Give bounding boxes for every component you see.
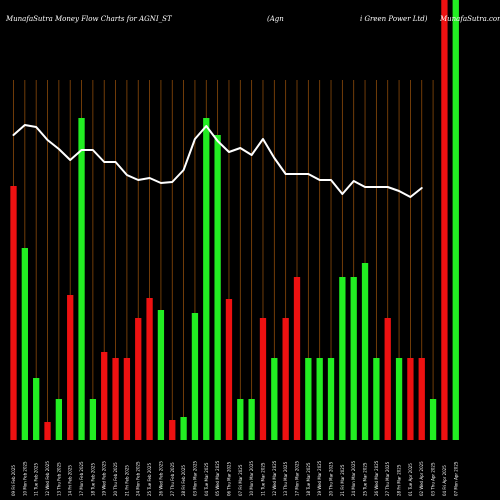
volume-bars xyxy=(10,0,459,440)
x-tick-label: 10 Mon Mar 2025 xyxy=(249,460,254,496)
bar xyxy=(293,277,301,440)
x-tick-label: 01 Tue Apr 2025 xyxy=(408,463,413,496)
x-tick-label: 27 Thu Feb 2025 xyxy=(170,462,175,496)
x-tick-label: 11 Tue Feb 2025 xyxy=(34,463,39,496)
bar xyxy=(157,310,165,440)
bar xyxy=(225,299,233,440)
x-tick-label: 24 Mon Mar 2025 xyxy=(351,460,356,496)
x-tick-label: 21 Fri Feb 2025 xyxy=(124,465,129,496)
x-tick-label: 18 Tue Feb 2025 xyxy=(90,463,95,496)
title-segment-1: MunafaSutra Money Flow Charts for AGNI_S… xyxy=(5,15,173,23)
x-tick-label: 09 Fri Feb 2025 xyxy=(11,465,16,496)
x-tick-label: 04 Tue Mar 2025 xyxy=(204,462,209,496)
title-segment-3: i Green Power Ltd) xyxy=(360,15,428,23)
x-tick-label: 07 Fri Mar 2025 xyxy=(238,464,243,496)
x-tick-label: 21 Fri Mar 2025 xyxy=(340,464,345,496)
bar xyxy=(44,422,51,440)
x-tick-label: 20 Thu Mar 2025 xyxy=(329,461,334,496)
x-tick-label: 03 Thu Apr 2025 xyxy=(431,462,436,496)
x-tick-label: 20 Thu Feb 2025 xyxy=(113,462,118,496)
x-tick-label: 27 Thu Mar 2025 xyxy=(385,461,390,496)
x-tick-label: 14 Fri Feb 2025 xyxy=(68,465,73,496)
bar xyxy=(339,277,346,440)
x-tick-label: 02 Wed Apr 2025 xyxy=(419,461,424,496)
bar xyxy=(78,118,85,440)
x-tick-labels: 09 Fri Feb 2025 10 Mon Feb 2025 11 Tue Feb… xyxy=(11,460,458,496)
bar xyxy=(33,378,40,440)
x-tick-label: 13 Thu Mar 2025 xyxy=(283,461,288,496)
x-tick-label: 17 Mon Mar 2025 xyxy=(295,460,300,496)
x-tick-label: 06 Thu Mar 2025 xyxy=(226,461,231,496)
bar xyxy=(271,358,278,440)
bar xyxy=(441,0,448,440)
x-tick-label: 12 Wed Mar 2025 xyxy=(272,460,277,496)
title-segment-4: MunafaSutra.com xyxy=(439,15,500,23)
bar xyxy=(191,313,199,440)
bar xyxy=(316,358,323,440)
bar xyxy=(305,358,312,440)
x-tick-label: 19 Wed Feb 2025 xyxy=(102,461,107,496)
bar xyxy=(214,135,221,440)
bar xyxy=(169,420,176,440)
bar xyxy=(123,358,131,440)
bar xyxy=(10,186,17,440)
x-tick-label: 28 Fri Mar 2025 xyxy=(397,464,402,496)
bar xyxy=(384,318,391,440)
x-tick-label: 12 Wed Feb 2025 xyxy=(45,461,50,496)
x-tick-label: 17 Mon Feb 2025 xyxy=(79,461,84,496)
x-tick-label: 26 Wed Feb 2025 xyxy=(158,461,163,496)
bar xyxy=(21,248,28,440)
bar xyxy=(89,399,97,440)
bar xyxy=(259,318,267,440)
x-tick-label: 25 Tue Feb 2025 xyxy=(147,463,152,496)
x-tick-label: 25 Tue Mar 2025 xyxy=(363,462,368,496)
x-tick-label: 11 Tue Mar 2025 xyxy=(260,462,265,496)
title-segment-2: (Agn xyxy=(267,15,284,23)
x-tick-label: 13 Thu Feb 2025 xyxy=(56,462,61,496)
bar xyxy=(135,318,142,440)
x-tick-label: 04 Fri Apr 2025 xyxy=(442,465,447,496)
x-tick-label: 28 Fri Feb 2025 xyxy=(181,465,186,496)
bar xyxy=(373,358,380,440)
x-tick-label: 19 Wed Mar 2025 xyxy=(317,460,322,496)
chart-title: MunafaSutra Money Flow Charts for AGNI_S… xyxy=(5,15,500,23)
x-tick-label: 24 Mon Feb 2025 xyxy=(136,461,141,496)
bar xyxy=(112,358,119,440)
x-tick-label: 05 Wed Mar 2025 xyxy=(215,460,220,496)
bar xyxy=(203,118,210,440)
bar xyxy=(429,399,437,440)
bar xyxy=(101,352,108,440)
bar xyxy=(361,263,369,440)
x-tick-label: 10 Mon Feb 2025 xyxy=(22,461,27,496)
x-tick-label: 18 Tue Mar 2025 xyxy=(306,462,311,496)
bar xyxy=(395,358,403,440)
bar xyxy=(55,399,63,440)
x-tick-label: 26 Wed Mar 2025 xyxy=(374,460,379,496)
bar xyxy=(452,0,459,440)
bar xyxy=(248,399,255,440)
bar xyxy=(237,399,244,440)
bar xyxy=(350,277,357,440)
bar xyxy=(327,358,335,440)
bar xyxy=(67,295,74,440)
x-tick-label: 07 Mon Apr 2025 xyxy=(453,461,458,496)
bar xyxy=(282,318,289,440)
bar xyxy=(418,358,425,440)
bar xyxy=(180,417,187,440)
price-line-layer xyxy=(12,124,423,198)
price-line xyxy=(12,124,423,198)
x-tick-label: 03 Mon Mar 2025 xyxy=(192,460,197,496)
bar xyxy=(146,298,153,440)
bar xyxy=(407,358,414,440)
